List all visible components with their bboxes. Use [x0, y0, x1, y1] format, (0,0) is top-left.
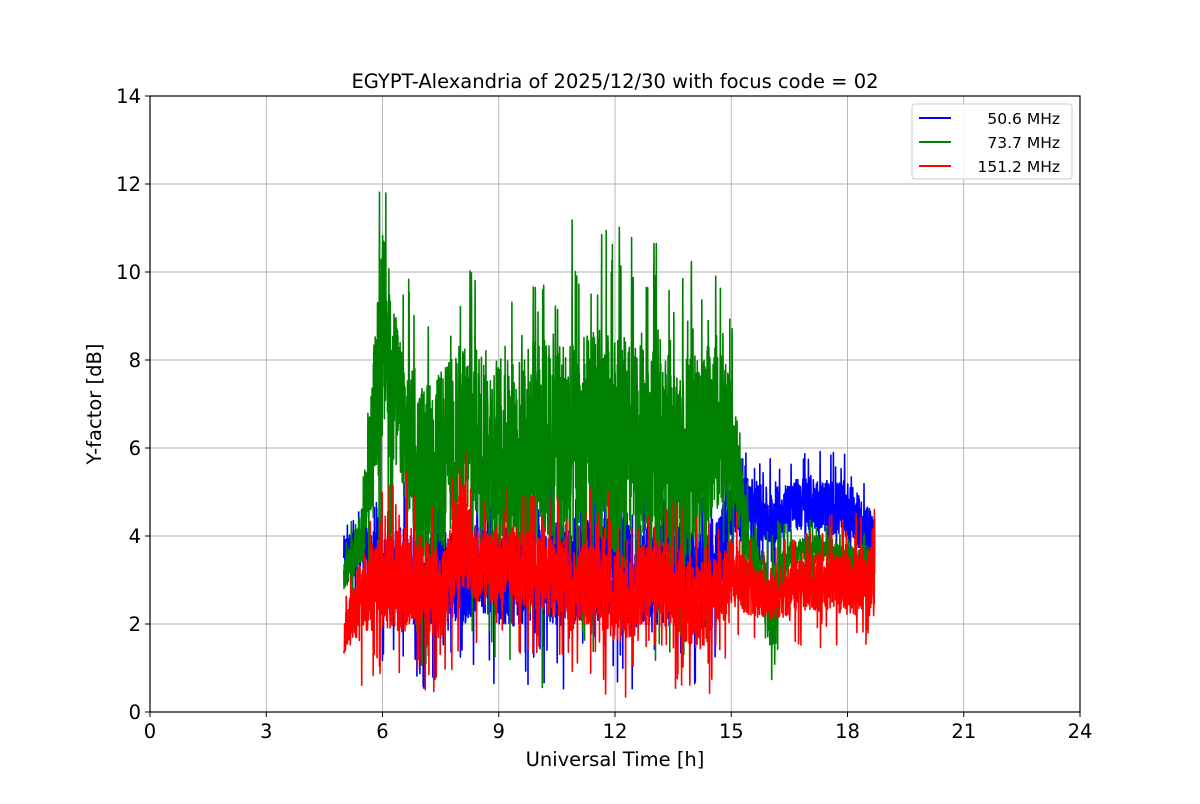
- x-tick-label: 21: [951, 720, 976, 743]
- x-tick-label: 18: [835, 720, 860, 743]
- series-line-73-7-mhz: [343, 191, 876, 689]
- legend-label: 73.7 MHz: [987, 134, 1060, 152]
- x-tick-label: 9: [493, 720, 505, 743]
- x-axis-ticks: 0 3 6 9 12 15 18 21 24: [144, 712, 1093, 743]
- chart-title: EGYPT-Alexandria of 2025/12/30 with focu…: [351, 70, 878, 93]
- x-tick-label: 24: [1068, 720, 1093, 743]
- y-tick-label: 14: [116, 85, 141, 108]
- y-axis-ticks: 0 2 4 6 8 10 12 14: [116, 85, 150, 724]
- y-tick-label: 4: [129, 525, 141, 548]
- x-tick-label: 12: [603, 720, 628, 743]
- plot-lines: [343, 191, 876, 698]
- x-tick-label: 3: [260, 720, 272, 743]
- y-axis-label: Y-factor [dB]: [83, 344, 106, 466]
- y-tick-label: 8: [129, 349, 141, 372]
- x-axis-label: Universal Time [h]: [526, 748, 705, 771]
- legend: 50.6 MHz 73.7 MHz 151.2 MHz: [911, 103, 1073, 180]
- x-tick-label: 6: [376, 720, 388, 743]
- y-tick-label: 12: [116, 173, 141, 196]
- x-tick-label: 0: [144, 720, 156, 743]
- x-tick-label: 15: [719, 720, 744, 743]
- legend-label: 50.6 MHz: [987, 110, 1060, 128]
- series-line-151-2-mhz: [343, 451, 876, 698]
- y-tick-label: 10: [116, 261, 141, 284]
- y-tick-label: 0: [129, 701, 141, 724]
- legend-box: [911, 103, 1073, 180]
- y-tick-label: 2: [129, 613, 141, 636]
- legend-label: 151.2 MHz: [978, 158, 1060, 176]
- y-tick-label: 6: [129, 437, 141, 460]
